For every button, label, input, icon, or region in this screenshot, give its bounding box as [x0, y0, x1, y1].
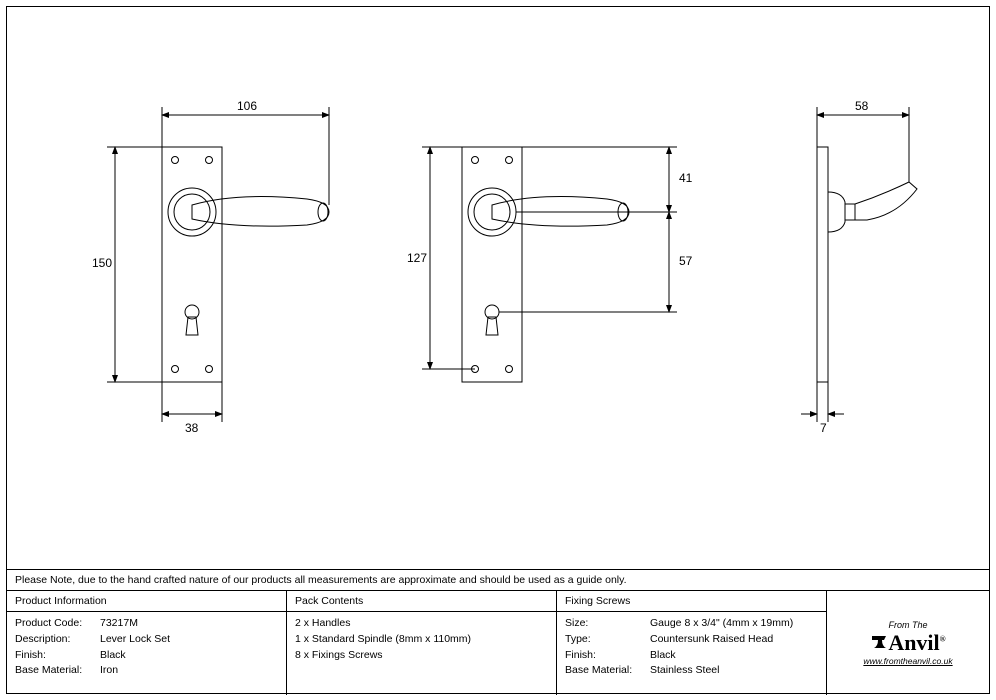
smaterial-label: Base Material:: [565, 663, 650, 679]
desc-label: Description:: [15, 632, 100, 648]
logo-main-text: Anvil: [888, 630, 939, 655]
code-value: 73217M: [100, 616, 278, 632]
pack-line3: 8 x Fixings Screws: [295, 648, 383, 664]
product-info-header: Product Information: [7, 591, 286, 612]
dim-7: 7: [820, 421, 827, 435]
smaterial-value: Stainless Steel: [650, 663, 818, 679]
logo-main: Anvil®: [863, 630, 952, 656]
dim-41: 41: [679, 171, 693, 185]
logo-url: www.fromtheanvil.co.uk: [863, 656, 952, 666]
pack-line1: 2 x Handles: [295, 616, 350, 632]
info-table: Product Information Product Code:73217M …: [7, 591, 989, 695]
sfinish-label: Finish:: [565, 648, 650, 664]
dim-150: 150: [92, 256, 112, 270]
desc-value: Lever Lock Set: [100, 632, 278, 648]
dim-106: 106: [237, 99, 257, 113]
pack-contents-col: Pack Contents 2 x Handles 1 x Standard S…: [287, 591, 557, 695]
drawing-svg: 106 150 38 127 41 57 58 7: [7, 7, 991, 569]
logo-reg: ®: [940, 635, 946, 644]
dim-57: 57: [679, 254, 693, 268]
material-label: Base Material:: [15, 663, 100, 679]
size-value: Gauge 8 x 3/4" (4mm x 19mm): [650, 616, 818, 632]
type-value: Countersunk Raised Head: [650, 632, 818, 648]
pack-line2: 1 x Standard Spindle (8mm x 110mm): [295, 632, 471, 648]
dim-38: 38: [185, 421, 199, 435]
type-label: Type:: [565, 632, 650, 648]
pack-header: Pack Contents: [287, 591, 556, 612]
note-text: Please Note, due to the hand crafted nat…: [15, 574, 627, 586]
sfinish-value: Black: [650, 648, 818, 664]
anvil-icon: [870, 632, 888, 650]
material-value: Iron: [100, 663, 278, 679]
code-label: Product Code:: [15, 616, 100, 632]
logo: From The Anvil® www.fromtheanvil.co.uk: [863, 620, 952, 666]
finish-label: Finish:: [15, 648, 100, 664]
finish-value: Black: [100, 648, 278, 664]
logo-col: From The Anvil® www.fromtheanvil.co.uk: [827, 591, 989, 695]
fixing-header: Fixing Screws: [557, 591, 826, 612]
size-label: Size:: [565, 616, 650, 632]
product-info-col: Product Information Product Code:73217M …: [7, 591, 287, 695]
logo-top: From The: [863, 620, 952, 630]
note-row: Please Note, due to the hand crafted nat…: [7, 569, 989, 591]
fixing-screws-col: Fixing Screws Size:Gauge 8 x 3/4" (4mm x…: [557, 591, 827, 695]
page-border: 106 150 38 127 41 57 58 7 Please Note, d…: [6, 6, 990, 694]
dim-58: 58: [855, 99, 869, 113]
technical-drawing: 106 150 38 127 41 57 58 7: [7, 7, 989, 569]
dim-127: 127: [407, 251, 427, 265]
